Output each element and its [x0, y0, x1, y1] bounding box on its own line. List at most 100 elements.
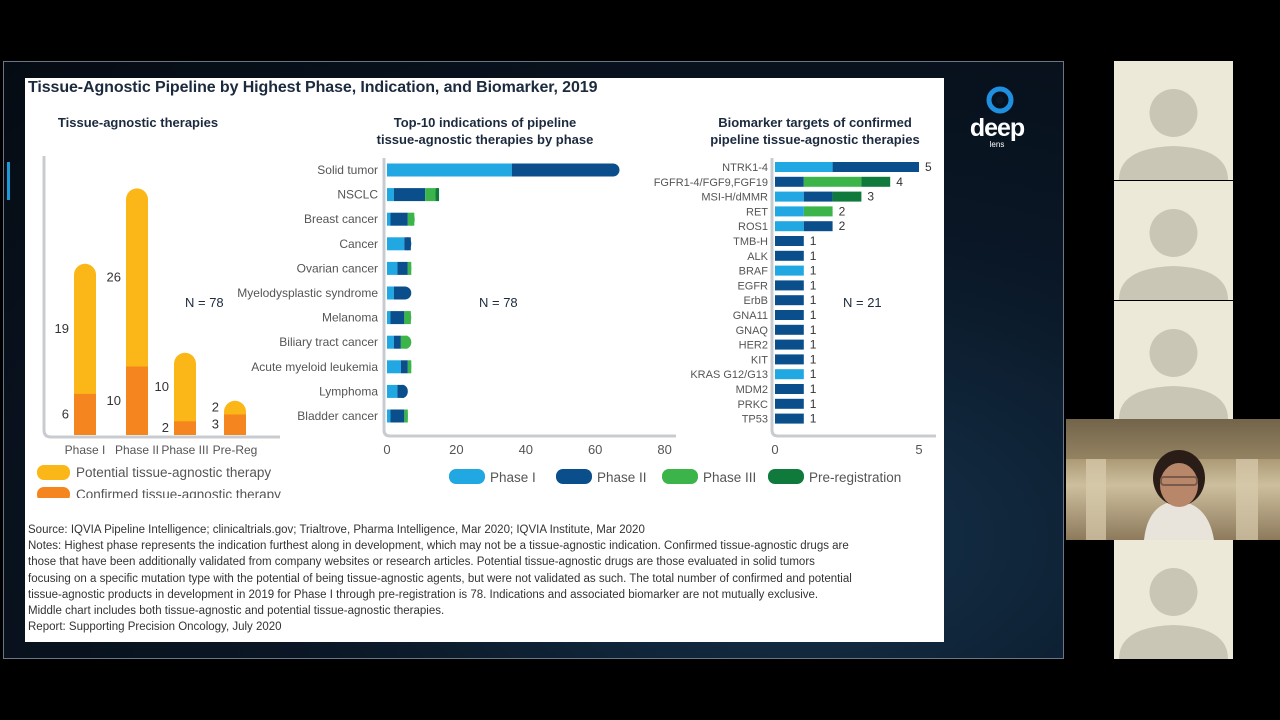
middle-cat-melanoma: Melanoma	[322, 311, 378, 325]
logo-word: deep	[969, 114, 1025, 142]
bar-phase-ii-mdm2	[775, 384, 804, 394]
bar-phase-iii-biliary-tract-cancer-edge	[400, 335, 408, 349]
participant-tile-2[interactable]	[1114, 181, 1233, 300]
participant-tile-1[interactable]	[1114, 61, 1233, 180]
phase-legend: Phase I Phase II Phase III Pre-registrat…	[449, 469, 901, 485]
right-total-gnaq: 1	[810, 323, 817, 337]
right-total-kras-g12-g13: 1	[810, 367, 817, 381]
bar-phase-i-myelodysplastic-syndrome	[387, 286, 394, 300]
bar-phase-ii-breast-cancer	[390, 212, 408, 226]
right-total-her2: 1	[810, 338, 817, 352]
bar-phase-ii-tmb-h	[775, 236, 804, 246]
bar-phase-i-nsclc	[387, 188, 394, 202]
bar-phase-ii-erbb	[775, 295, 804, 306]
deeplens-logo: deep lens	[958, 84, 1048, 156]
label-confirmed-phase-i: 6	[62, 406, 69, 421]
legend-confirmed-swatch	[37, 487, 70, 498]
middle-n-label: N = 78	[479, 295, 518, 310]
slide-title: Tissue-Agnostic Pipeline by Highest Phas…	[28, 79, 598, 96]
right-cat-egfr: EGFR	[737, 280, 768, 292]
middle-x-tick: 80	[657, 442, 671, 457]
right-total-tmb-h: 1	[810, 234, 817, 248]
participant-tile-3[interactable]	[1114, 301, 1233, 419]
bar-phase-ii-acute-myeloid-leukemia	[400, 360, 408, 374]
right-cat-gnaq: GNAQ	[736, 325, 769, 337]
notes-line-3: focusing on a specific mutation type wit…	[28, 572, 852, 585]
right-cat-kras-g12-g13: KRAS G12/G13	[690, 369, 768, 381]
tick-pre-reg: Pre-Reg	[213, 443, 258, 457]
left-chart-axis	[42, 156, 280, 439]
bar-phase-ii-cancer-edge	[404, 237, 411, 251]
bar-phase-i-breast-cancer	[387, 212, 391, 226]
middle-cat-acute-myeloid-leukemia: Acute myeloid leukemia	[251, 360, 378, 374]
bar-potential-phase-i	[74, 263, 96, 435]
bar-phase-ii-ntrk1-4	[832, 162, 919, 172]
middle-x-tick: 0	[383, 442, 390, 457]
right-cat-ntrk1-4: NTRK1-4	[722, 162, 768, 174]
right-cat-alk: ALK	[747, 251, 768, 263]
right-total-alk: 1	[810, 249, 817, 263]
right-total-gna11: 1	[810, 308, 817, 322]
bar-phase-ii-alk	[775, 250, 804, 261]
bar-phase-ii-ros1	[803, 221, 833, 232]
bar-phase-ii-bladder-cancer	[390, 409, 405, 423]
middle-chart-title-line2: tissue-agnostic therapies by phase	[376, 132, 594, 147]
bar-base-pre-reg	[224, 433, 246, 435]
right-cat-braf: BRAF	[739, 266, 769, 278]
middle-cat-ovarian-cancer: Ovarian cancer	[297, 261, 378, 275]
middle-cat-nsclc: NSCLC	[337, 188, 378, 202]
report-note: Report: Supporting Precision Oncology, J…	[28, 621, 282, 634]
right-cat-kit: KIT	[751, 354, 768, 366]
bar-phase-ii-msi-h-dmmr	[803, 191, 833, 202]
label-potential-pre-reg: 2	[212, 400, 219, 415]
tick-phase-iii: Phase III	[161, 443, 208, 457]
bar-phase-ii-solid-tumor	[511, 163, 620, 177]
label-confirmed-phase-iii: 2	[162, 420, 169, 435]
middle-cat-myelodysplastic-syndrome: Myelodysplastic syndrome	[237, 286, 378, 300]
right-chart-axis	[770, 158, 936, 438]
bar-base-phase-ii	[126, 433, 148, 435]
right-total-egfr: 1	[810, 278, 817, 292]
notes-line-5: Middle chart includes both tissue-agnost…	[28, 605, 445, 618]
bar-phase-ii-tp53	[775, 413, 804, 424]
avatar-placeholder-icon	[1119, 89, 1228, 180]
active-speaker-video[interactable]	[1066, 419, 1280, 540]
right-total-braf: 1	[810, 264, 817, 278]
right-cat-ret: RET	[746, 206, 768, 218]
right-total-erbb: 1	[810, 293, 817, 307]
legend-phase2-swatch	[556, 469, 592, 484]
avatar-placeholder-icon	[1119, 568, 1228, 659]
label-confirmed-pre-reg: 3	[212, 417, 219, 432]
notes-line-4: tissue-agnostic products in development …	[28, 588, 819, 601]
bar-phase-i-cancer	[387, 237, 405, 251]
middle-cat-solid-tumor: Solid tumor	[317, 163, 378, 177]
right-cat-gna11: GNA11	[733, 310, 768, 322]
right-cat-tmb-h: TMB-H	[733, 236, 768, 248]
left-chart-title: Tissue-agnostic therapies	[57, 115, 219, 130]
middle-cat-cancer: Cancer	[339, 237, 378, 251]
notes-line-1: Notes: Highest phase represents the indi…	[28, 540, 849, 553]
legend-phase3-swatch	[662, 469, 698, 484]
right-chart-title-line2: pipeline tissue-agnostic therapies	[710, 132, 920, 147]
bar-phase-iii-ovarian-cancer-edge	[407, 261, 412, 275]
right-total-ros1: 2	[839, 219, 846, 233]
footnotes: Source: IQVIA Pipeline Intelligence; cli…	[28, 522, 944, 635]
bar-phase-i-braf	[775, 265, 804, 276]
bar-phase-i-biliary-tract-cancer	[387, 335, 394, 349]
bar-phase-ii-ovarian-cancer	[397, 261, 408, 275]
right-cat-msi-h-dmmr: MSI-H/dMMR	[701, 192, 768, 204]
right-cat-her2: HER2	[739, 340, 768, 352]
left-legend: Potential tissue-agnostic therapy Confir…	[37, 465, 281, 498]
right-total-ret: 2	[839, 204, 846, 218]
label-potential-phase-ii: 26	[107, 269, 121, 284]
legend-confirmed-label: Confirmed tissue-agnostic therapy	[76, 487, 281, 498]
bar-confirmed-phase-iii	[174, 421, 196, 435]
bar-confirmed-pre-reg	[224, 414, 246, 435]
right-chart-title: Biomarker targets of confirmed pipeline …	[685, 114, 945, 148]
bar-phase-ii-biliary-tract-cancer	[393, 335, 401, 349]
participant-tile-4[interactable]	[1114, 540, 1233, 659]
legend-phase2-label: Phase II	[597, 470, 647, 485]
bar-phase-ii-her2	[775, 339, 804, 350]
legend-potential-label: Potential tissue-agnostic therapy	[76, 465, 271, 480]
right-total-msi-h-dmmr: 3	[867, 190, 874, 204]
